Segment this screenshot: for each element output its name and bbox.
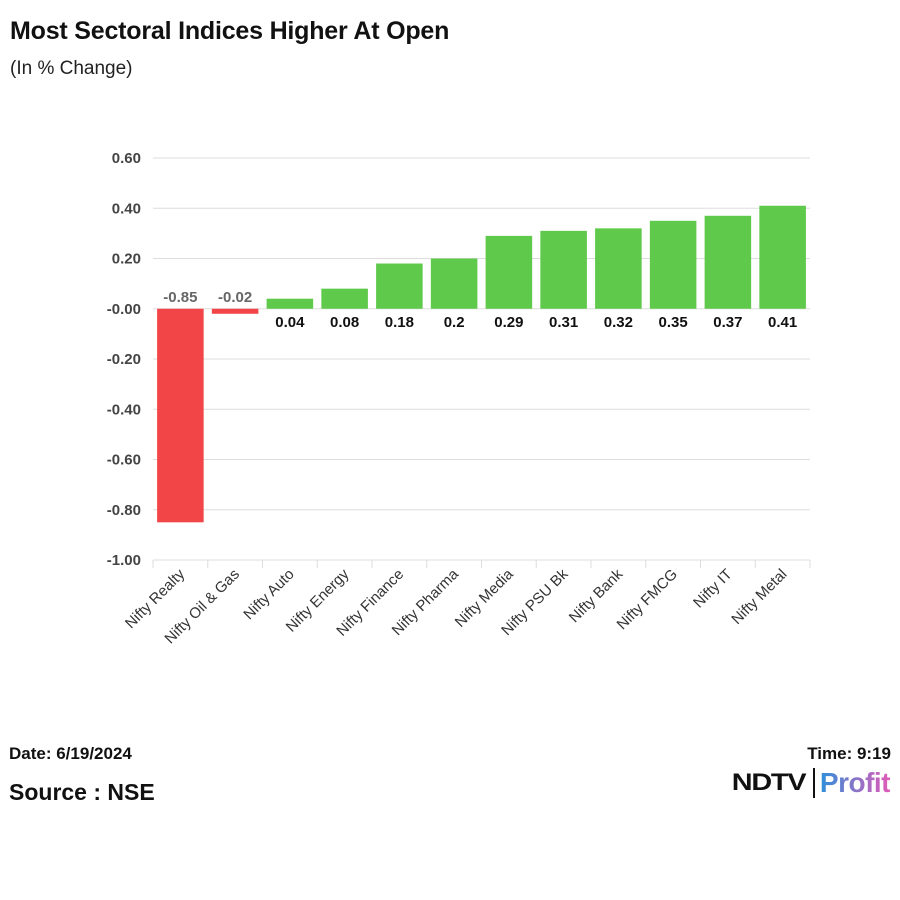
y-axis-ticks: 0.60 0.40 0.20 -0.00 -0.20 -0.40 -0.60 -0.80 -1.… [107, 150, 141, 569]
x-tick-label: Nifty Metal [728, 566, 790, 628]
bar [211, 308, 259, 314]
y-tick-label: -0.20 [107, 351, 141, 368]
chart-subtitle: (In % Change) [10, 58, 133, 79]
y-tick-label: -0.40 [107, 401, 141, 418]
source-label: Source : NSE [9, 779, 155, 805]
x-tick-label: Nifty IT [690, 566, 736, 612]
y-tick-label: 0.20 [112, 251, 141, 268]
bar-chart: -0.85 -0.02 0.04 0.08 0.18 0.2 0.29 0.31 0.32 0.3… [107, 150, 811, 647]
bar [376, 263, 423, 309]
data-label: 0.41 [768, 314, 797, 331]
chart-title: Most Sectoral Indices Higher At Open [10, 17, 450, 45]
bar [649, 220, 697, 309]
logo-ndtv-text: NDTV [731, 769, 806, 796]
data-label: 0.2 [444, 314, 465, 331]
logo-profit-text: Profit [819, 767, 891, 798]
y-tick-label: 0.60 [112, 150, 141, 167]
data-label: 0.37 [713, 314, 742, 331]
data-label: 0.31 [549, 314, 578, 331]
data-labels: -0.85 -0.02 0.04 0.08 0.18 0.2 0.29 0.31 0.32 0.3… [163, 289, 797, 331]
date-label: Date: 6/19/2024 [9, 744, 132, 763]
bar [595, 228, 642, 309]
y-tick-label: 0.40 [112, 200, 141, 217]
y-tick-label: -0.80 [107, 502, 141, 519]
bar [704, 215, 752, 309]
data-label: 0.08 [330, 314, 359, 331]
bar [321, 288, 368, 309]
data-label: 0.04 [275, 314, 305, 331]
ndtv-profit-logo: NDTV Profit [731, 765, 891, 801]
data-label: 0.29 [494, 314, 523, 331]
data-label: 0.18 [385, 314, 414, 331]
data-label: 0.32 [604, 314, 633, 331]
bar [157, 308, 204, 523]
bar [266, 298, 314, 309]
y-tick-label: -1.00 [107, 552, 141, 569]
bar [540, 230, 587, 309]
bar [430, 258, 478, 309]
x-tick-label: Nifty Auto [240, 566, 297, 623]
bars [157, 205, 806, 523]
data-label: -0.85 [163, 289, 197, 306]
time-label: Time: 9:19 [807, 744, 891, 763]
data-label: 0.35 [659, 314, 688, 331]
y-tick-label: -0.00 [107, 301, 141, 318]
data-label: -0.02 [218, 289, 252, 306]
bar [485, 235, 533, 309]
logo-separator [812, 768, 815, 798]
grid-lines [152, 157, 811, 568]
y-tick-label: -0.60 [107, 452, 141, 469]
bar [759, 205, 806, 309]
